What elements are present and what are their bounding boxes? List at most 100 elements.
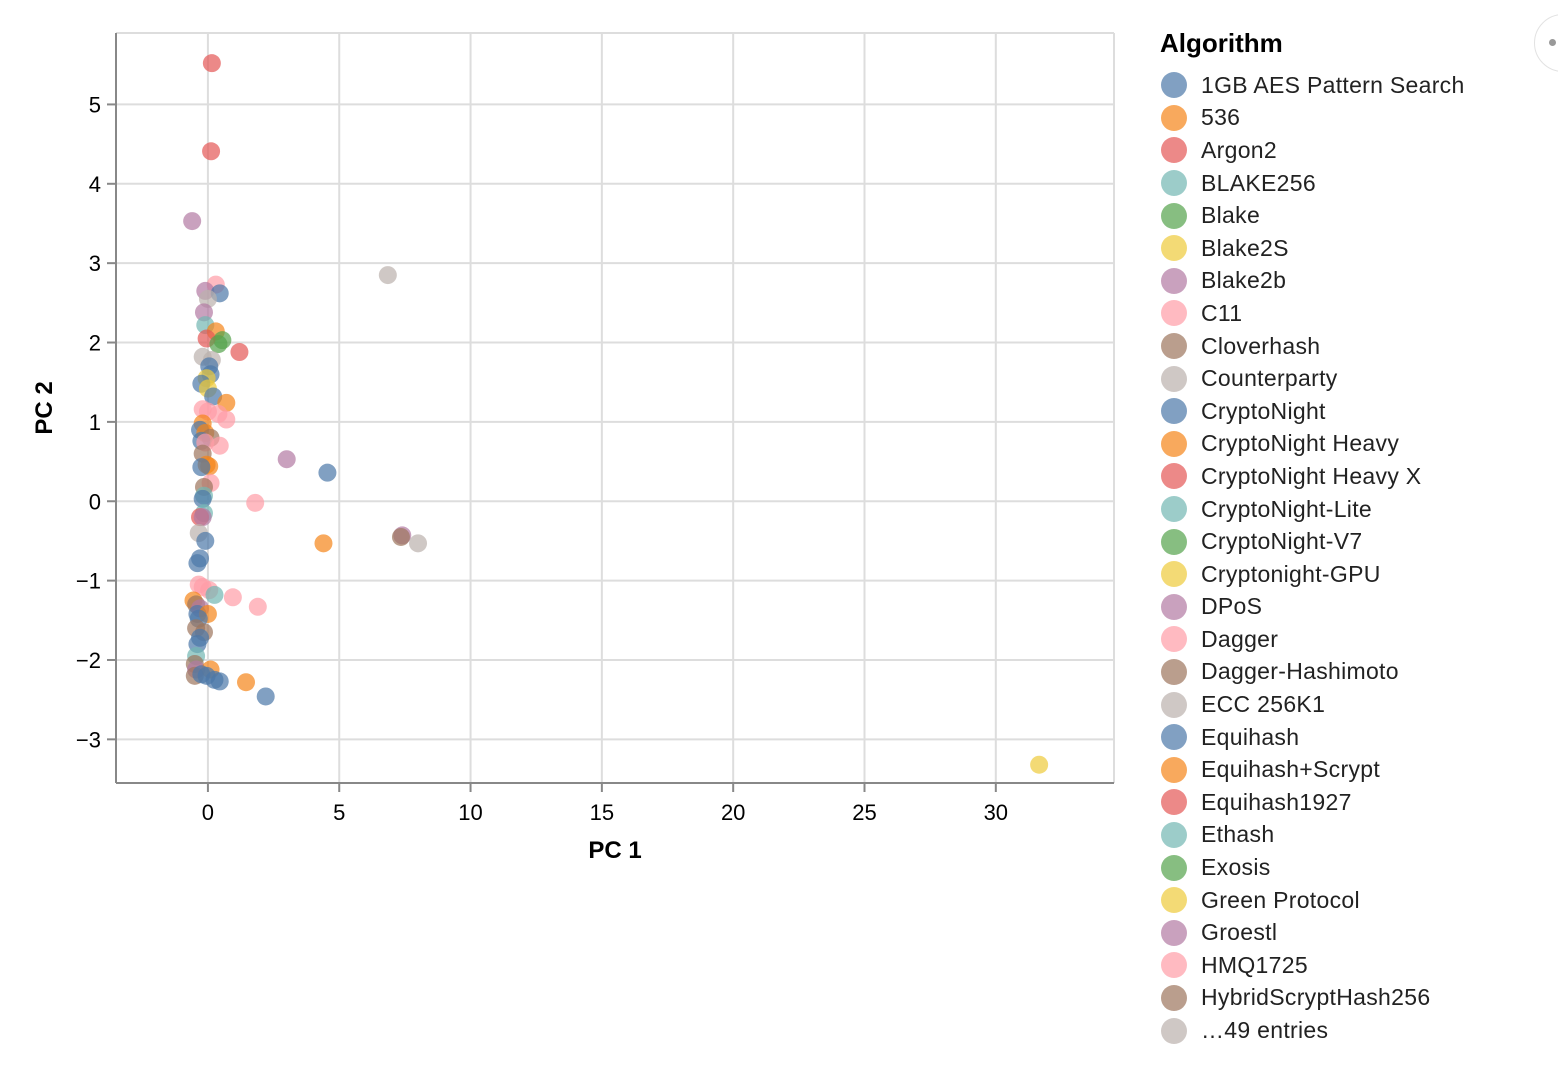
legend-item[interactable]: CryptoNight Heavy X xyxy=(1158,460,1538,493)
legend-item[interactable]: Dagger xyxy=(1158,623,1538,656)
legend-item[interactable]: Groestl xyxy=(1158,916,1538,949)
data-point[interactable] xyxy=(237,673,256,692)
legend-label: HybridScryptHash256 xyxy=(1201,984,1431,1011)
y-tick-label: 2 xyxy=(89,331,101,356)
axes xyxy=(107,33,1114,792)
legend-item[interactable]: Blake2S xyxy=(1158,232,1538,265)
data-point[interactable] xyxy=(210,672,229,691)
data-point[interactable] xyxy=(314,534,333,553)
data-point[interactable] xyxy=(205,585,224,604)
data-point[interactable] xyxy=(196,531,215,550)
legend-item[interactable]: …49 entries xyxy=(1158,1014,1538,1047)
legend-item[interactable]: Cryptonight-GPU xyxy=(1158,558,1538,591)
legend-swatch-icon xyxy=(1161,756,1187,783)
legend-label: Green Protocol xyxy=(1201,886,1360,913)
data-point[interactable] xyxy=(202,54,221,73)
legend-item[interactable]: BLAKE256 xyxy=(1158,167,1538,200)
legend-swatch-icon xyxy=(1161,398,1187,425)
data-point[interactable] xyxy=(193,508,212,527)
y-tick-label: 5 xyxy=(89,92,101,117)
legend-item[interactable]: CryptoNight Heavy xyxy=(1158,428,1538,461)
legend-swatch-icon xyxy=(1161,267,1187,294)
legend-item[interactable]: Ethash xyxy=(1158,819,1538,852)
legend-item[interactable]: CryptoNight-Lite xyxy=(1158,493,1538,526)
data-point[interactable] xyxy=(391,527,410,546)
legend-label: Groestl xyxy=(1201,919,1278,946)
data-point[interactable] xyxy=(202,142,221,161)
legend-swatch-icon xyxy=(1161,887,1187,914)
legend-item[interactable]: Blake xyxy=(1158,199,1538,232)
legend-swatch-icon xyxy=(1161,496,1187,523)
data-point[interactable] xyxy=(256,687,275,706)
data-point[interactable] xyxy=(277,450,296,469)
legend-swatch-icon xyxy=(1161,1017,1187,1044)
legend-label: ECC 256K1 xyxy=(1201,691,1326,718)
x-tick-label: 0 xyxy=(202,800,214,825)
data-point[interactable] xyxy=(246,493,265,512)
legend-swatch-icon xyxy=(1161,821,1187,848)
data-point[interactable] xyxy=(193,489,212,508)
data-point[interactable] xyxy=(188,554,207,573)
legend-item[interactable]: Green Protocol xyxy=(1158,884,1538,917)
legend-item[interactable]: 536 xyxy=(1158,102,1538,135)
data-point[interactable] xyxy=(318,463,337,482)
legend-item[interactable]: HybridScryptHash256 xyxy=(1158,982,1538,1015)
legend-swatch-icon xyxy=(1161,235,1187,262)
data-point[interactable] xyxy=(409,534,428,553)
legend-swatch-icon xyxy=(1161,202,1187,229)
y-tick-label: 4 xyxy=(89,172,101,197)
legend-label: CryptoNight xyxy=(1201,397,1326,424)
data-points[interactable] xyxy=(183,54,1049,774)
legend-item[interactable]: ECC 256K1 xyxy=(1158,688,1538,721)
y-tick-label: −1 xyxy=(76,569,101,594)
legend-label: Equihash+Scrypt xyxy=(1201,756,1381,783)
legend-label: CryptoNight Heavy xyxy=(1201,430,1400,457)
legend-label: Dagger xyxy=(1201,625,1279,652)
legend-label: CryptoNight-V7 xyxy=(1201,528,1363,555)
legend-item[interactable]: CryptoNight xyxy=(1158,395,1538,428)
data-point[interactable] xyxy=(183,212,202,231)
legend-swatch-icon xyxy=(1161,561,1187,588)
legend-item[interactable]: Dagger-Hashimoto xyxy=(1158,656,1538,689)
legend-item[interactable]: HMQ1725 xyxy=(1158,949,1538,982)
legend-item[interactable]: C11 xyxy=(1158,297,1538,330)
legend-swatch-icon xyxy=(1161,333,1187,360)
legend-item[interactable]: Equihash1927 xyxy=(1158,786,1538,819)
legend-item[interactable]: Argon2 xyxy=(1158,134,1538,167)
legend-label: CryptoNight-Lite xyxy=(1201,495,1372,522)
legend-label: Equihash xyxy=(1201,723,1300,750)
legend-label: Blake xyxy=(1201,202,1261,229)
legend-item[interactable]: Blake2b xyxy=(1158,265,1538,298)
legend-swatch-icon xyxy=(1161,593,1187,620)
legend-item[interactable]: Equihash xyxy=(1158,721,1538,754)
data-point[interactable] xyxy=(1030,755,1049,774)
legend-swatch-icon xyxy=(1161,137,1187,164)
legend-item[interactable]: Equihash+Scrypt xyxy=(1158,753,1538,786)
data-point[interactable] xyxy=(223,588,242,607)
legend-swatch-icon xyxy=(1161,104,1187,131)
data-point[interactable] xyxy=(209,335,228,354)
data-point[interactable] xyxy=(378,266,397,285)
legend-label: Cloverhash xyxy=(1201,332,1321,359)
data-point[interactable] xyxy=(192,458,211,477)
legend-item[interactable]: Counterparty xyxy=(1158,362,1538,395)
legend-swatch-icon xyxy=(1161,984,1187,1011)
data-point[interactable] xyxy=(230,343,249,362)
legend-label: Counterparty xyxy=(1201,365,1338,392)
data-point[interactable] xyxy=(248,597,267,616)
data-point[interactable] xyxy=(198,289,217,308)
legend-items: 1GB AES Pattern Search 536 Argon2 BLAKE256 B… xyxy=(1158,69,1538,1047)
legend-item[interactable]: CryptoNight-V7 xyxy=(1158,525,1538,558)
legend-item[interactable]: Cloverhash xyxy=(1158,330,1538,363)
legend-label: …49 entries xyxy=(1201,1017,1329,1044)
x-axis-title: PC 1 xyxy=(588,837,641,864)
y-tick-label: 1 xyxy=(89,410,101,435)
legend-item[interactable]: DPoS xyxy=(1158,591,1538,624)
legend-swatch-icon xyxy=(1161,724,1187,751)
legend-swatch-icon xyxy=(1161,170,1187,197)
legend-item[interactable]: Exosis xyxy=(1158,851,1538,884)
legend-item[interactable]: 1GB AES Pattern Search xyxy=(1158,69,1538,102)
data-point[interactable] xyxy=(217,410,236,429)
data-point[interactable] xyxy=(210,436,229,455)
legend-swatch-icon xyxy=(1161,365,1187,392)
